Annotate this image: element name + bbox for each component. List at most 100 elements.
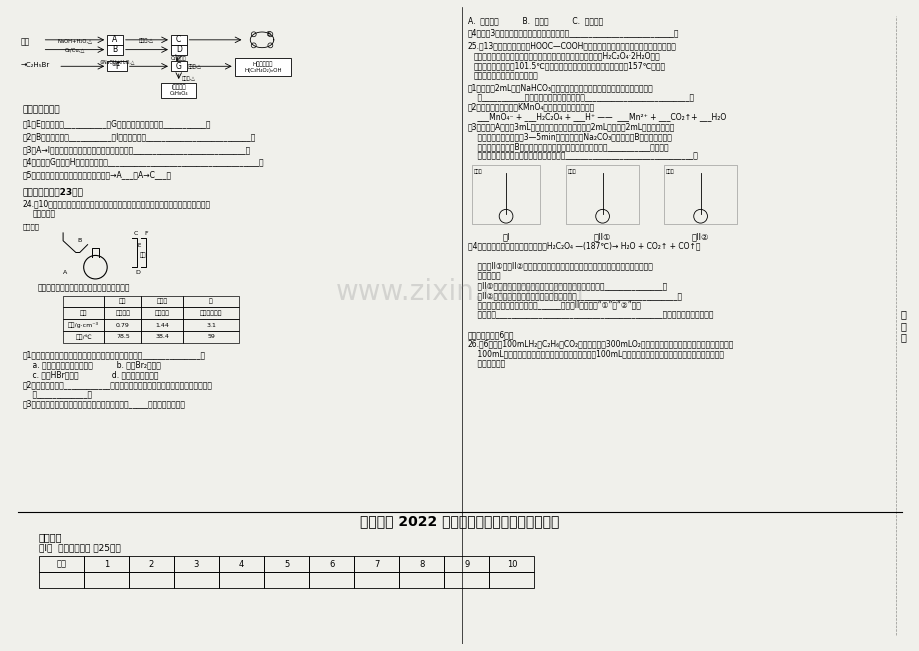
Text: 乙烷: 乙烷 bbox=[21, 37, 30, 46]
Text: 1.44: 1.44 bbox=[155, 322, 169, 327]
Text: 24.（10分）下图是试验室用乙醇与浓硫酸和渴化钓反应制备溢乙烷的装置，图中省去了: 24.（10分）下图是试验室用乙醇与浓硫酸和渴化钓反应制备溢乙烷的装置，图中省去… bbox=[23, 200, 210, 208]
Text: （2）B的结构简式为___________，I的结构简式为___________________________。: （2）B的结构简式为___________，I的结构简式为___________… bbox=[23, 132, 256, 141]
Text: 沫点/℃: 沫点/℃ bbox=[75, 334, 92, 340]
Text: 38.4: 38.4 bbox=[155, 334, 169, 339]
Text: →C₂H₅Br: →C₂H₅Br bbox=[21, 62, 51, 68]
FancyBboxPatch shape bbox=[171, 45, 187, 55]
Text: 5: 5 bbox=[284, 560, 289, 568]
Text: 杭州二中 2022 学年其次学期高二班级期中考试: 杭州二中 2022 学年其次学期高二班级期中考试 bbox=[360, 514, 559, 528]
Text: NaOH+H₂O,△: NaOH+H₂O,△ bbox=[57, 38, 92, 43]
Text: 无色液体: 无色液体 bbox=[115, 311, 130, 316]
Text: 图II①: 图II① bbox=[593, 232, 611, 241]
FancyBboxPatch shape bbox=[108, 61, 127, 71]
Text: 酸性强于碳酸。其草酸钓和草酸氢钓均为白色不溶物。无色晶体H₂C₂O₄·2H₂O称为: 酸性强于碳酸。其草酸钓和草酸氢钓均为白色不溶物。无色晶体H₂C₂O₄·2H₂O称… bbox=[473, 51, 660, 61]
Text: 组分的体积。: 组分的体积。 bbox=[468, 359, 505, 368]
Text: C: C bbox=[133, 231, 138, 236]
Text: ___MnO₄⁻ + ___H₂C₂O₄ + ___H⁺ ——  ___Mn²⁺ + ___CO₂↑+ ___H₂O: ___MnO₄⁻ + ___H₂C₂O₄ + ___H⁺ —— ___Mn²⁺ … bbox=[468, 113, 725, 121]
Text: 3.1: 3.1 bbox=[206, 322, 216, 327]
Text: 浓硫酸,△: 浓硫酸,△ bbox=[187, 64, 201, 69]
Text: 是___________，写出该反应的离子方程式：___________________________。: 是___________，写出该反应的离子方程式：_______________… bbox=[468, 92, 693, 102]
Text: 下图连接好装置，加瀴3—5min。在装有饱和Na₂CO₃溶液的试管B中有油状且带有: 下图连接好装置，加瀴3—5min。在装有饱和Na₂CO₃溶液的试管B中有油状且带… bbox=[468, 132, 671, 141]
Text: 溢乙烷: 溢乙烷 bbox=[156, 299, 167, 304]
Text: 25.（13分）已知乙二酸（HOOC—COOH）俧称草酸，它是一种易溶于水的二元弱酸，: 25.（13分）已知乙二酸（HOOC—COOH）俧称草酸，它是一种易溶于水的二元… bbox=[468, 42, 676, 51]
Text: （4）已知草酸分解的化学方程式为：H₂C₂O₄ —(187℃)→ H₂O + CO₂↑ + CO↑。: （4）已知草酸分解的化学方程式为：H₂C₂O₄ —(187℃)→ H₂O + C… bbox=[468, 242, 699, 251]
Text: 6: 6 bbox=[329, 560, 334, 568]
Text: 乙醇: 乙醇 bbox=[119, 299, 127, 304]
Text: 图I: 图I bbox=[502, 232, 509, 241]
Text: 浓硫酸,△: 浓硫酸,△ bbox=[139, 38, 153, 43]
Text: （5）指出以下转化的反应类型为的：乙烯→A___、A→C___。: （5）指出以下转化的反应类型为的：乙烯→A___、A→C___。 bbox=[23, 170, 172, 179]
Text: B: B bbox=[112, 45, 118, 54]
Text: A.  氢氧化钓          B.  碘化钓          C.  亚硫酸钓: A. 氢氧化钓 B. 碘化钓 C. 亚硫酸钓 bbox=[468, 16, 603, 25]
Text: I（环状）
C₆H₈O₄: I（环状） C₆H₈O₄ bbox=[169, 85, 187, 96]
Text: 给水口: 给水口 bbox=[567, 169, 576, 174]
Text: （4）写出由G转化为H的化学方程式：_______________________________________。: （4）写出由G转化为H的化学方程式：______________________… bbox=[23, 158, 265, 167]
Text: ①NaOH+H₂O,△: ①NaOH+H₂O,△ bbox=[99, 59, 134, 64]
Text: a. 削减副产物醇和醜的生成          b. 削减Br₂的生成: a. 削减副产物醇和醜的生成 b. 削减Br₂的生成 bbox=[23, 360, 161, 369]
Text: 8: 8 bbox=[419, 560, 424, 568]
Text: （3）A→I中，能发生銀镜反应的物质的结构简式是_____________________________。: （3）A→I中，能发生銀镜反应的物质的结构简式是________________… bbox=[23, 145, 251, 154]
Text: 利用图II①和图II②加热草酸晶体，以验证草酸受热是否分解，连续加热一段时间后: 利用图II①和图II②加热草酸晶体，以验证草酸受热是否分解，连续加热一段时间后 bbox=[468, 261, 652, 270]
Text: 回答下列问题：: 回答下列问题： bbox=[23, 105, 61, 115]
Text: 图II②：试管里澆清石灰水只变浑浊，其缘由是__________________________。: 图II②：试管里澆清石灰水只变浑浊，其缘由是__________________… bbox=[468, 291, 681, 299]
Text: （1）制备操作中，加入的浓硫酸必需进行稀释，其目的是_______________。: （1）制备操作中，加入的浓硫酸必需进行稀释，其目的是______________… bbox=[23, 350, 206, 359]
Text: 滴液漏斗: 滴液漏斗 bbox=[23, 223, 40, 230]
Text: 三、试验题（共23分）: 三、试验题（共23分） bbox=[23, 187, 84, 196]
FancyBboxPatch shape bbox=[171, 61, 187, 71]
Text: www.zixin.com.cn: www.zixin.com.cn bbox=[335, 278, 584, 306]
Text: O₂/Cu,△: O₂/Cu,△ bbox=[64, 48, 85, 53]
Text: 7: 7 bbox=[374, 560, 379, 568]
Text: （3）向试管A中加入3mL乙醇，燃后边振荡试管边加入2mL浓硫酸和2mL乙二酸溶液，按: （3）向试管A中加入3mL乙醇，燃后边振荡试管边加入2mL浓硫酸和2mL乙二酸溶… bbox=[468, 122, 675, 131]
Text: H（高分子）
H(C₃H₄O₂)ₙOH: H（高分子） H(C₃H₄O₂)ₙOH bbox=[244, 61, 281, 73]
Text: 溢: 溢 bbox=[209, 299, 212, 304]
Text: 依据上述信息，回答下列问题。: 依据上述信息，回答下列问题。 bbox=[473, 71, 538, 80]
Text: O₂,催化剂: O₂,催化剂 bbox=[171, 57, 187, 61]
Text: （1）E的分子式为___________，G中含氧官能团的名称是___________。: （1）E的分子式为___________，G中含氧官能团的名称是________… bbox=[23, 119, 211, 128]
Text: 4: 4 bbox=[239, 560, 244, 568]
Text: 100mL。再将剩余气体通过碱石灰吸收，体积又削减100mL。上述体积均在同温同压下测定，求原混合气体各: 100mL。再将剩余气体通过碱石灰吸收，体积又削减100mL。上述体积均在同温同… bbox=[468, 350, 723, 359]
Text: 状态: 状态 bbox=[80, 311, 87, 316]
Text: （4）第（3）步的试验所需要的主要玻璃仪器是___________________________。: （4）第（3）步的试验所需要的主要玻璃仪器是__________________… bbox=[468, 28, 678, 37]
Text: 加热装置。: 加热装置。 bbox=[33, 210, 56, 218]
Text: （1）向盛有2mL饱和NaHCO₃溶液的试管里加入少量乙二酸溶液，观看到的现象: （1）向盛有2mL饱和NaHCO₃溶液的试管里加入少量乙二酸溶液，观看到的现象 bbox=[468, 83, 652, 92]
Text: ②H⁺: ②H⁺ bbox=[111, 62, 122, 67]
Text: F: F bbox=[144, 231, 148, 236]
Text: 冷水: 冷水 bbox=[140, 253, 146, 258]
Text: 浓硫酸,△: 浓硫酸,△ bbox=[181, 76, 196, 81]
Text: 给水口: 给水口 bbox=[473, 169, 482, 174]
Text: 化学答卷: 化学答卷 bbox=[39, 532, 62, 542]
Text: 9: 9 bbox=[464, 560, 469, 568]
Text: 2: 2 bbox=[149, 560, 153, 568]
Text: 理由是：___________________________________________（从装置的特点分析）。: 理由是：____________________________________… bbox=[468, 311, 712, 319]
Text: 是_____________。: 是_____________。 bbox=[23, 390, 92, 398]
Text: 图II①：试管里澄清石灰水先变浑浊，后又变澄清，其缘由是_______________。: 图II①：试管里澄清石灰水先变浑浊，后又变澄清，其缘由是____________… bbox=[468, 281, 666, 290]
Text: 26.（6分）将100mLH₂、C₂H₆和CO₂的混合气体与300mLO₂混合点燃，经充分反应并干燥后，总体积削减: 26.（6分）将100mLH₂、C₂H₆和CO₂的混合气体与300mLO₂混合点… bbox=[468, 340, 733, 349]
Text: （3）为除去产品中的一种主要杂质，最好选择下列_____溶液来洗涤产品。: （3）为除去产品中的一种主要杂质，最好选择下列_____溶液来洗涤产品。 bbox=[23, 400, 186, 408]
Text: D: D bbox=[176, 45, 181, 54]
Text: 59: 59 bbox=[207, 334, 215, 339]
Text: 3: 3 bbox=[194, 560, 199, 568]
Text: 给水口: 给水口 bbox=[665, 169, 674, 174]
Text: 能验证草酸受热分解的装置是______（填图II中的编号“①”或“②”）。: 能验证草酸受热分解的装置是______（填图II中的编号“①”或“②”）。 bbox=[468, 301, 640, 309]
Text: 密度/g·cm⁻³: 密度/g·cm⁻³ bbox=[68, 322, 99, 328]
Text: E: E bbox=[267, 31, 271, 37]
Text: 无色液体: 无色液体 bbox=[154, 311, 169, 316]
Text: 二酸与足量乙醇完全酯化的化学反应方程式_________________________________。: 二酸与足量乙醇完全酯化的化学反应方程式_____________________… bbox=[468, 152, 697, 161]
FancyBboxPatch shape bbox=[108, 45, 123, 55]
Text: B: B bbox=[78, 238, 82, 243]
Text: （2）配平乙二酸与酸性KMnO₄溶液反应的离子方程式：: （2）配平乙二酸与酸性KMnO₄溶液反应的离子方程式： bbox=[468, 103, 595, 111]
Text: 深红棕色液体: 深红棕色液体 bbox=[199, 311, 222, 316]
Text: 图II②: 图II② bbox=[691, 232, 709, 241]
Text: 0.79: 0.79 bbox=[116, 322, 130, 327]
Text: E: E bbox=[138, 243, 141, 247]
FancyBboxPatch shape bbox=[161, 83, 196, 98]
Text: A: A bbox=[63, 270, 67, 275]
Text: 草酸晶体，其熶点为101.5℃。草酸晶体失去结晶水得无水草酸，它在157℃升华。: 草酸晶体，其熶点为101.5℃。草酸晶体失去结晶水得无水草酸，它在157℃升华。 bbox=[473, 61, 665, 70]
Text: 78.5: 78.5 bbox=[116, 334, 130, 339]
FancyBboxPatch shape bbox=[108, 35, 123, 45]
Text: A: A bbox=[112, 35, 118, 44]
Text: 香味的液体产生，B中导管口在液面上而不伸入液面下的缘由是___________，写出乙: 香味的液体产生，B中导管口在液面上而不伸入液面下的缘由是___________，… bbox=[468, 142, 668, 151]
Text: 1: 1 bbox=[104, 560, 108, 568]
Text: C: C bbox=[176, 35, 181, 44]
Text: D: D bbox=[135, 270, 141, 275]
